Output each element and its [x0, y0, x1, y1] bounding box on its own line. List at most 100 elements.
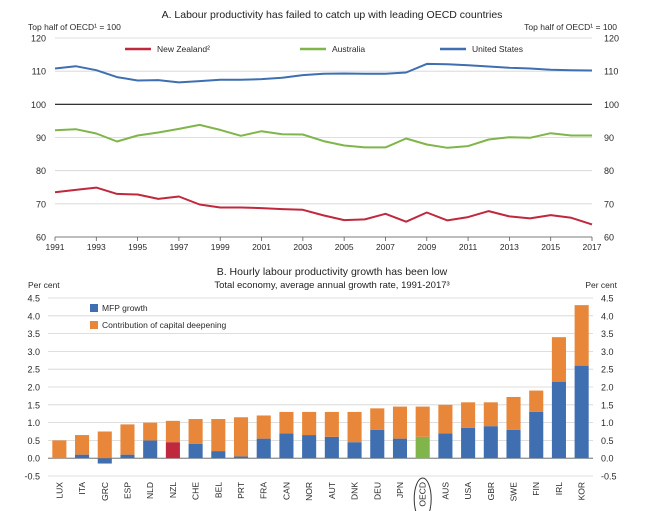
- panel-a-legend-label: United States: [472, 44, 523, 54]
- panel-b-legend-label: MFP growth: [102, 303, 148, 313]
- bar-mfp-nor: [302, 435, 317, 459]
- panel-b-left-tick-label: -0.5: [24, 472, 40, 482]
- panel-a-x-tick-label: 2005: [335, 242, 354, 252]
- bar-capital-swe: [506, 396, 521, 430]
- panel-a-x-axis: 1991 1993 1995 1997 1999 2001 2003 2005 2007 2009…: [46, 237, 602, 252]
- panel-a-series-line-1: [54, 123, 592, 149]
- bar-capital-irl: [551, 337, 566, 382]
- panel-a-x-tick-label: 2015: [541, 242, 560, 252]
- panel-a-left-tick-label: 100: [31, 100, 46, 110]
- panel-b-category-label: JPN: [395, 482, 405, 498]
- bar-mfp-nzl: [165, 442, 180, 459]
- panel-b-right-unit: Per cent: [585, 280, 617, 290]
- panel-b-left-tick-label: 0.5: [27, 436, 40, 446]
- panel-a-right-tick-label: 120: [604, 34, 619, 44]
- panel-b-left-tick-label: 3.0: [27, 347, 40, 357]
- bar-mfp-usa: [461, 427, 476, 459]
- bar-capital-nor: [302, 411, 317, 436]
- bar-mfp-bel: [211, 451, 226, 459]
- bar-capital-usa: [461, 402, 476, 428]
- panel-b: B. Hourly labour productivity growth has…: [24, 266, 618, 511]
- panel-b-right-tick-label: 4.0: [601, 311, 614, 321]
- panel-a-right-axis: 120 110 100 90 80 70 60: [604, 34, 619, 243]
- panel-b-category-label: AUS: [440, 482, 450, 500]
- panel-a-x-tick-label: 1995: [128, 242, 147, 252]
- panel-a-x-tick-label: 1991: [46, 242, 65, 252]
- panel-a-left-unit: Top half of OECD¹ = 100: [28, 22, 121, 32]
- panel-a-x-tick-label: 2017: [583, 242, 602, 252]
- panel-a-x-tick-label: 2013: [500, 242, 519, 252]
- panel-b-legend: MFP growth Contribution of capital deepen…: [90, 303, 227, 330]
- panel-b-left-tick-label: 2.0: [27, 383, 40, 393]
- bar-capital-nzl: [165, 420, 180, 443]
- bar-mfp-nld: [143, 440, 158, 459]
- panel-b-legend-swatch: [90, 304, 98, 312]
- bar-mfp-ita: [75, 454, 90, 459]
- panel-b-right-tick-label: 4.5: [601, 294, 614, 304]
- bar-capital-fra: [256, 415, 271, 439]
- bar-capital-dnk: [347, 411, 362, 443]
- panel-a-right-unit: Top half of OECD¹ = 100: [524, 22, 617, 32]
- panel-b-gridlines: [48, 297, 593, 477]
- bar-capital-aut: [324, 411, 339, 437]
- panel-b-left-tick-label: 4.0: [27, 311, 40, 321]
- bar-capital-che: [188, 419, 203, 444]
- panel-b-category-label: ESP: [122, 482, 132, 499]
- panel-b-category-label: FRA: [259, 482, 269, 499]
- bar-capital-fin: [529, 390, 544, 412]
- bar-mfp-oecd: [415, 436, 430, 459]
- panel-a-series-line-0: [54, 186, 593, 226]
- panel-b-category-label: DEU: [372, 482, 382, 500]
- panel-b-category-label: CHE: [191, 482, 201, 500]
- panel-a-left-tick-label: 90: [36, 133, 46, 143]
- panel-b-title: B. Hourly labour productivity growth has…: [217, 266, 448, 278]
- bar-capital-oecd: [415, 406, 430, 437]
- panel-b-bars: [52, 305, 589, 464]
- panel-a-title: A. Labour productivity has failed to cat…: [162, 9, 503, 21]
- panel-a-x-tick-label: 1999: [211, 242, 230, 252]
- bar-mfp-jpn: [392, 438, 408, 459]
- bar-mfp-irl: [551, 381, 566, 459]
- panel-b-category-label: GBR: [486, 482, 496, 500]
- panel-b-right-tick-label: 3.5: [601, 329, 614, 339]
- bar-mfp-esp: [120, 454, 135, 459]
- panel-b-category-label: IRL: [554, 482, 564, 496]
- panel-b-right-tick-label: 3.0: [601, 347, 614, 357]
- bar-mfp-che: [188, 443, 203, 459]
- panel-b-category-label: SWE: [509, 482, 519, 502]
- bar-capital-lux: [52, 440, 67, 459]
- panel-b-left-unit: Per cent: [28, 280, 60, 290]
- bar-capital-prt: [233, 417, 249, 457]
- panel-a-left-tick-label: 70: [36, 199, 46, 209]
- panel-b-category-label: NLD: [145, 482, 155, 499]
- panel-a-legend-label: Australia: [332, 44, 365, 54]
- panel-b-category-label: FIN: [531, 482, 541, 496]
- bar-capital-ita: [75, 435, 90, 455]
- panel-b-right-tick-label: 0.5: [601, 436, 614, 446]
- bar-capital-gbr: [483, 402, 498, 427]
- bar-capital-bel: [211, 419, 226, 452]
- bar-mfp-prt: [233, 456, 249, 459]
- bar-mfp-deu: [370, 429, 385, 459]
- panel-b-right-axis: 4.5 4.0 3.5 3.0 2.5 2.0 1.5 1.0 0.5 0.0 -0.5: [601, 294, 617, 482]
- panel-a-x-tick-label: 2003: [293, 242, 312, 252]
- panel-a-right-tick-label: 90: [604, 133, 614, 143]
- panel-b-left-tick-label: 2.5: [27, 365, 40, 375]
- bar-capital-nld: [143, 422, 158, 441]
- panel-a-left-axis: 120 110 100 90 80 70 60: [31, 34, 46, 243]
- panel-a-x-tick-label: 1993: [87, 242, 106, 252]
- panel-b-category-label: DNK: [350, 482, 360, 500]
- panel-a-series-line-2: [54, 62, 593, 84]
- panel-b-category-label: ITA: [77, 482, 87, 495]
- panel-b-right-tick-label: 2.5: [601, 365, 614, 375]
- panel-b-category-label: KOR: [577, 482, 587, 500]
- panel-a-right-tick-label: 80: [604, 166, 614, 176]
- panel-a-x-tick-label: 1997: [169, 242, 188, 252]
- panel-b-x-axis: LUX ITA GRC ESP NLD NZL CHE BEL PRT FRA CAN NOR AUT D…: [54, 477, 587, 511]
- panel-a-left-tick-label: 110: [32, 67, 46, 77]
- bar-mfp-aus: [438, 433, 453, 459]
- bar-mfp-swe: [506, 429, 521, 459]
- bar-capital-grc: [97, 431, 112, 459]
- panel-b-left-tick-label: 1.5: [27, 400, 40, 410]
